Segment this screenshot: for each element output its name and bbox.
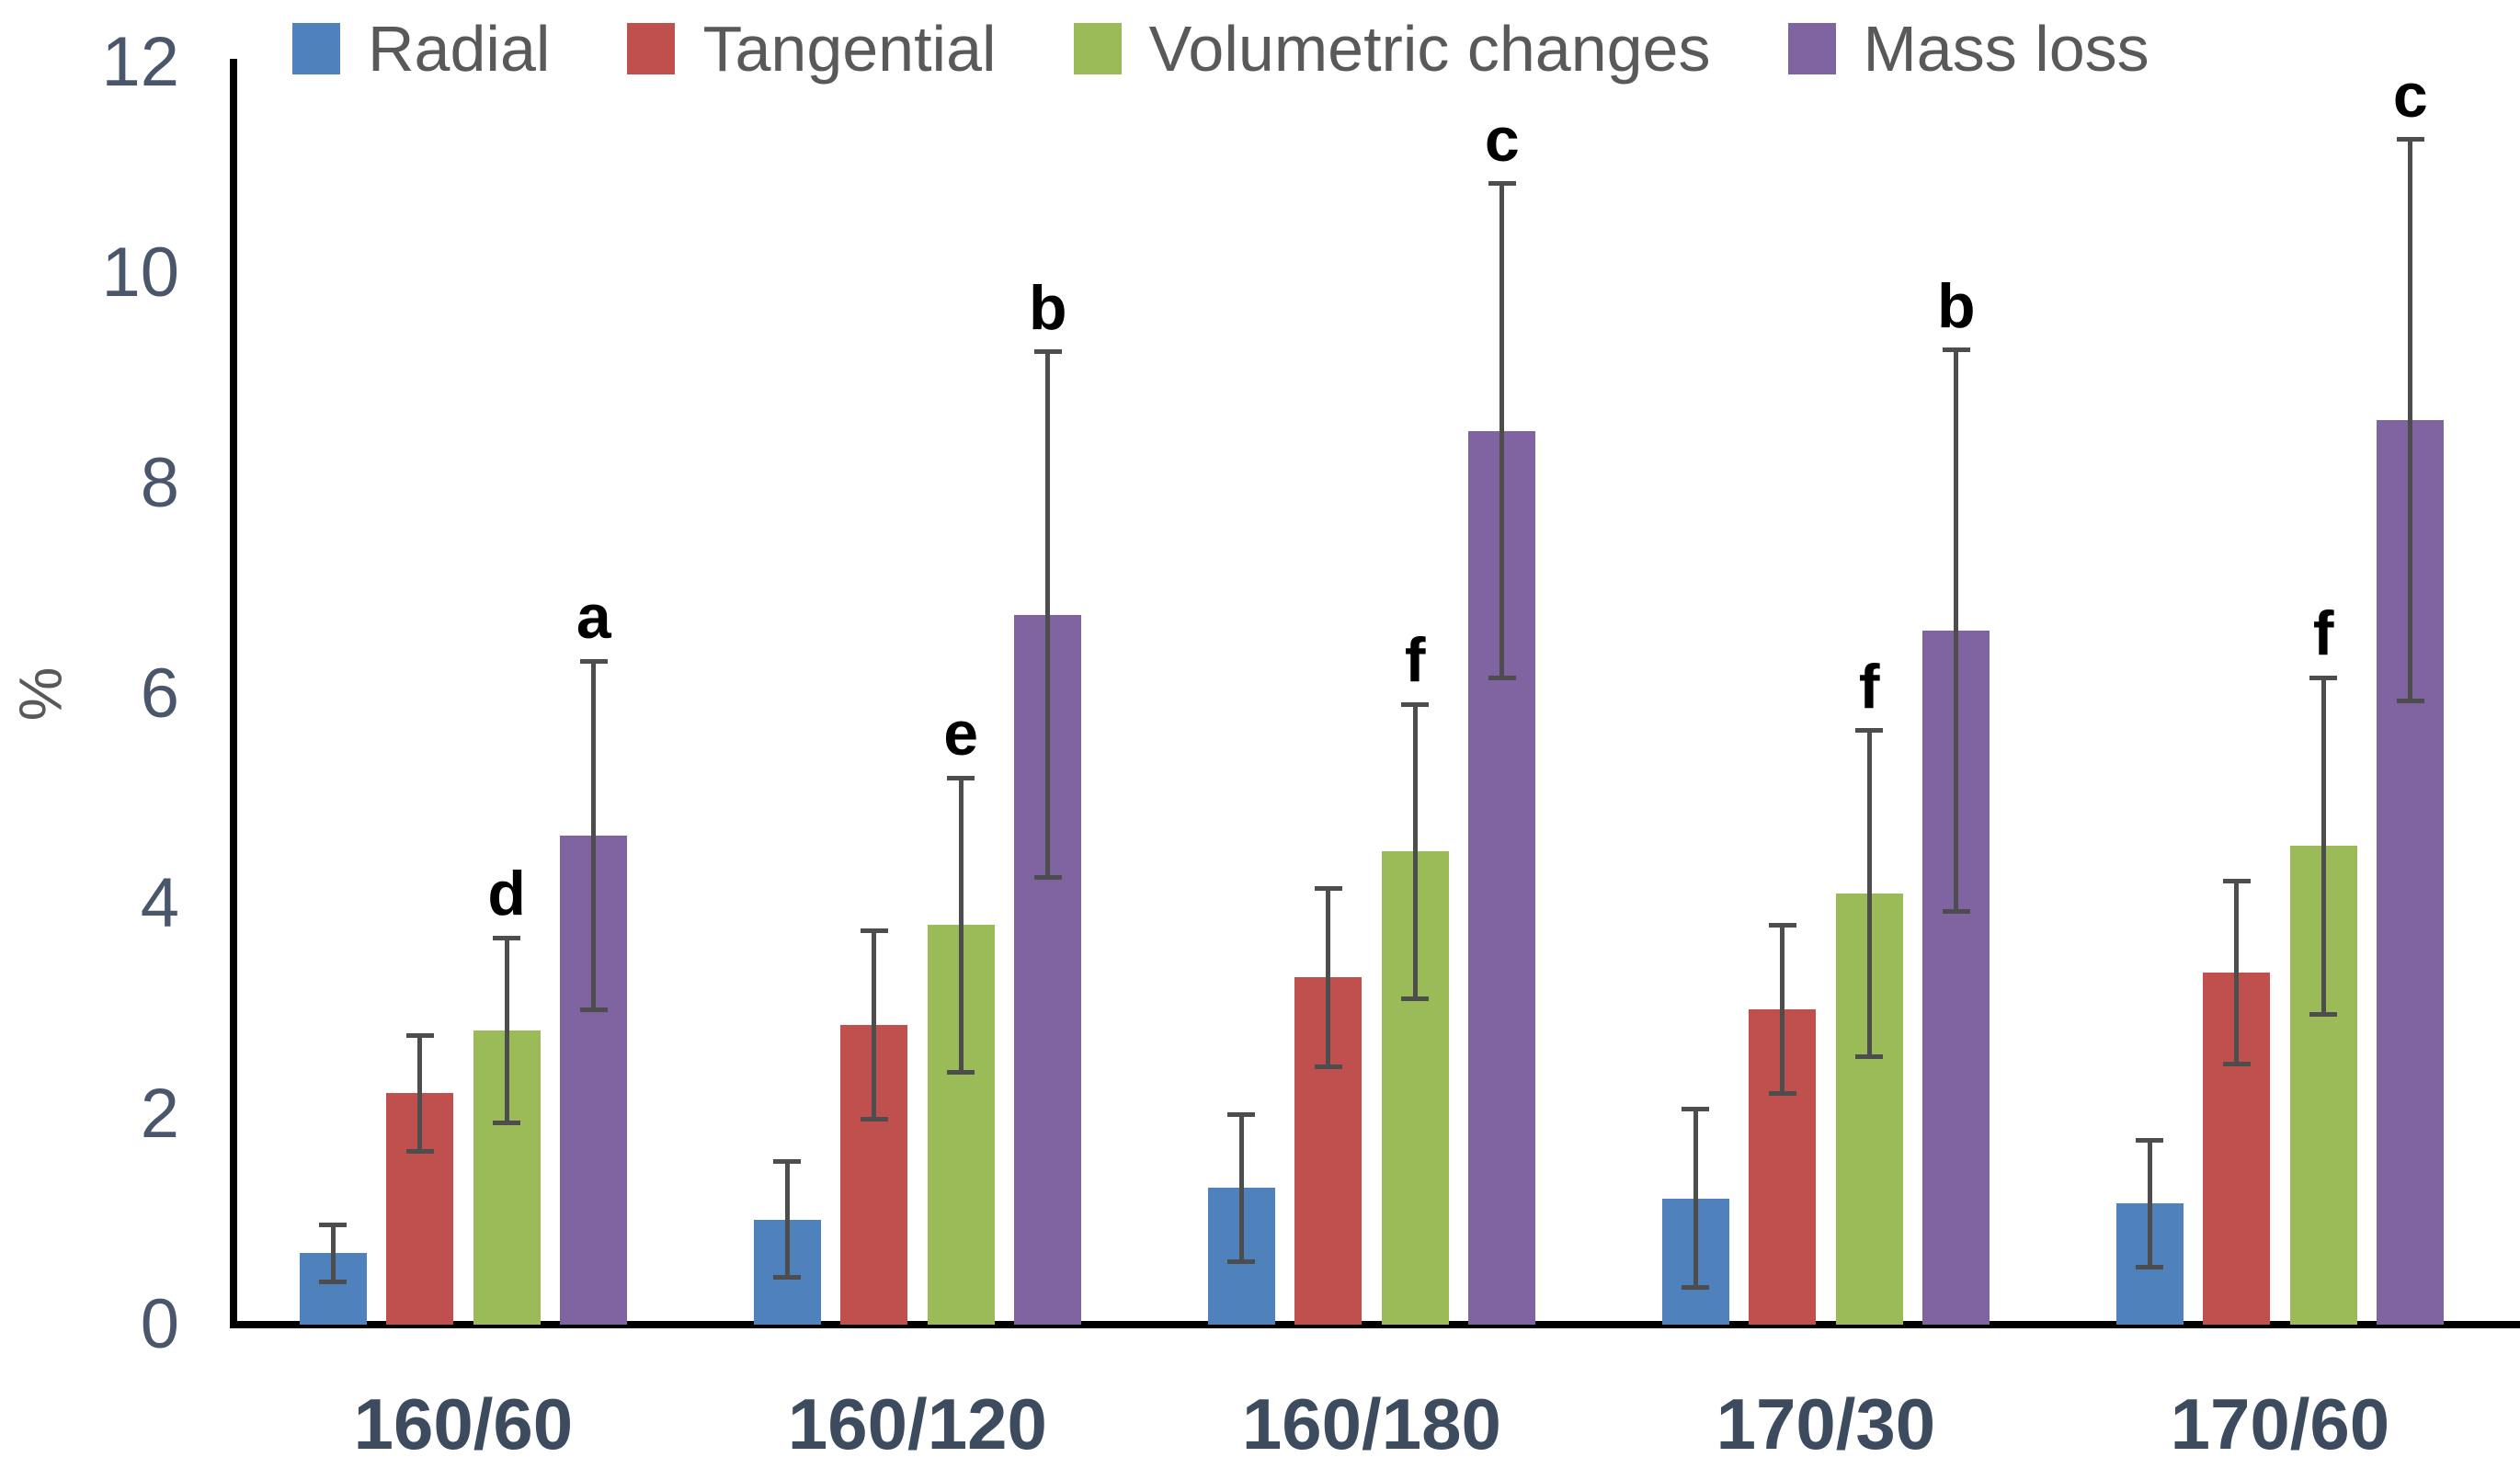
error-cap-bottom xyxy=(493,1120,521,1125)
error-cap-bottom xyxy=(2136,1264,2163,1269)
x-category-label-160/60: 160/60 xyxy=(353,1383,574,1464)
x-axis-line xyxy=(230,1321,2520,1328)
significance-letter-a-160/60: a xyxy=(576,582,611,653)
significance-letter-d-160/60: d xyxy=(487,859,526,928)
x-category-label-170/30: 170/30 xyxy=(1716,1383,1936,1464)
y-tick-label-12: 12 xyxy=(101,23,179,102)
error-cap-top xyxy=(1768,922,1796,928)
y-tick-label-10: 10 xyxy=(101,233,179,312)
error-cap-bottom xyxy=(1401,996,1430,1001)
significance-letter-b-170/30: b xyxy=(1937,270,1976,341)
error-bar xyxy=(2408,139,2413,701)
error-cap-top xyxy=(1942,347,1970,352)
legend-item-1: Tangential xyxy=(627,13,997,85)
significance-letter-c-170/60: c xyxy=(2392,60,2428,131)
error-cap-top xyxy=(2396,137,2424,142)
error-cap-bottom xyxy=(1227,1258,1255,1264)
significance-letter-b-160/120: b xyxy=(1029,272,1067,343)
error-cap-top xyxy=(2136,1138,2163,1144)
legend-item-0: Radial xyxy=(292,17,550,81)
legend-label: Mass loss xyxy=(1863,13,2149,85)
error-cap-bottom xyxy=(947,1069,975,1075)
significance-letter-f-170/60: f xyxy=(2312,598,2334,669)
error-bar xyxy=(591,661,597,1010)
error-cap-top xyxy=(579,658,608,664)
legend-label: Radial xyxy=(368,13,551,85)
error-cap-bottom xyxy=(1768,1090,1796,1096)
error-bar xyxy=(1238,1114,1244,1262)
error-bar xyxy=(1499,183,1505,678)
error-bar xyxy=(1326,888,1331,1067)
error-cap-top xyxy=(1682,1106,1709,1111)
error-bar xyxy=(2234,881,2240,1064)
y-tick-label-0: 0 xyxy=(140,1285,179,1363)
error-cap-top xyxy=(1033,349,1062,355)
error-bar xyxy=(1866,730,1872,1057)
error-bar xyxy=(1412,704,1418,999)
error-bar xyxy=(330,1224,336,1282)
error-cap-top xyxy=(773,1159,801,1165)
y-tick-label-6: 6 xyxy=(140,654,179,733)
y-tick-label-2: 2 xyxy=(140,1075,179,1154)
error-cap-top xyxy=(1855,728,1884,734)
significance-letter-e-160/120: e xyxy=(943,699,979,769)
error-bar xyxy=(1954,349,1959,912)
error-cap-top xyxy=(1401,701,1430,707)
error-cap-top xyxy=(405,1032,434,1038)
error-cap-bottom xyxy=(405,1148,434,1154)
error-cap-top xyxy=(319,1222,347,1227)
legend-swatch-icon xyxy=(292,23,340,74)
y-tick-label-4: 4 xyxy=(140,864,179,943)
legend-swatch-icon xyxy=(1073,23,1122,74)
legend-swatch-icon xyxy=(627,23,676,74)
error-cap-top xyxy=(2309,675,2338,680)
error-bar xyxy=(2320,677,2326,1015)
error-cap-bottom xyxy=(1682,1285,1709,1291)
error-cap-bottom xyxy=(860,1117,888,1122)
legend-swatch-icon xyxy=(1787,23,1836,74)
legend-item-3: Mass loss xyxy=(1787,13,2149,85)
error-cap-bottom xyxy=(2396,699,2424,704)
error-bar xyxy=(872,930,877,1120)
error-cap-top xyxy=(860,928,888,933)
error-cap-bottom xyxy=(2222,1061,2251,1066)
error-cap-bottom xyxy=(773,1275,801,1281)
error-bar xyxy=(1780,925,1785,1094)
error-bar xyxy=(1693,1109,1698,1288)
error-cap-top xyxy=(947,775,975,780)
error-bar xyxy=(417,1035,423,1152)
y-tick-label-8: 8 xyxy=(140,443,179,522)
x-category-label-170/60: 170/60 xyxy=(2170,1383,2390,1464)
error-bar xyxy=(504,938,509,1123)
legend-label: Tangential xyxy=(702,13,997,85)
significance-letter-f-170/30: f xyxy=(1858,651,1880,722)
significance-letter-f-160/180: f xyxy=(1404,625,1426,696)
legend-label: Volumetric changes xyxy=(1148,13,1711,85)
error-cap-bottom xyxy=(1314,1064,1342,1070)
x-category-label-160/120: 160/120 xyxy=(787,1383,1047,1464)
error-cap-top xyxy=(2222,878,2251,883)
error-cap-bottom xyxy=(1942,908,1970,914)
y-axis-line xyxy=(230,59,237,1328)
error-cap-bottom xyxy=(1033,875,1062,881)
error-cap-bottom xyxy=(1488,675,1516,680)
error-cap-top xyxy=(1227,1111,1255,1117)
error-bar xyxy=(784,1161,790,1278)
legend-item-2: Volumetric changes xyxy=(1073,13,1711,85)
error-cap-bottom xyxy=(1855,1053,1884,1059)
error-cap-bottom xyxy=(319,1279,347,1284)
error-bar xyxy=(1045,351,1051,878)
error-cap-top xyxy=(1314,885,1342,891)
error-cap-bottom xyxy=(2309,1012,2338,1018)
significance-letter-c-160/180: c xyxy=(1484,104,1520,175)
error-cap-top xyxy=(1488,181,1516,187)
error-bar xyxy=(2147,1140,2152,1268)
error-cap-top xyxy=(493,935,521,940)
x-category-label-160/180: 160/180 xyxy=(1241,1383,1501,1464)
chart-legend: Radial Tangential Volumetric changes Mass l… xyxy=(292,17,2149,81)
error-bar xyxy=(958,778,964,1073)
error-cap-bottom xyxy=(579,1008,608,1013)
